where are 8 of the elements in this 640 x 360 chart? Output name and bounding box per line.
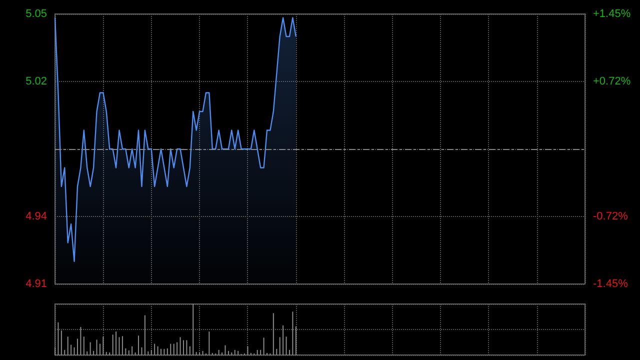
y-tick-label: 4.91 xyxy=(26,278,47,290)
y-tick-label: 5.05 xyxy=(26,8,47,20)
y-tick-label: 5.02 xyxy=(26,76,47,88)
y-tick-label: 4.94 xyxy=(26,210,47,222)
y2-tick-label: -0.72% xyxy=(593,210,628,222)
y2-tick-label: +1.45% xyxy=(593,8,631,20)
y2-tick-label: -1.45% xyxy=(593,278,628,290)
y2-tick-label: +0.72% xyxy=(593,76,631,88)
